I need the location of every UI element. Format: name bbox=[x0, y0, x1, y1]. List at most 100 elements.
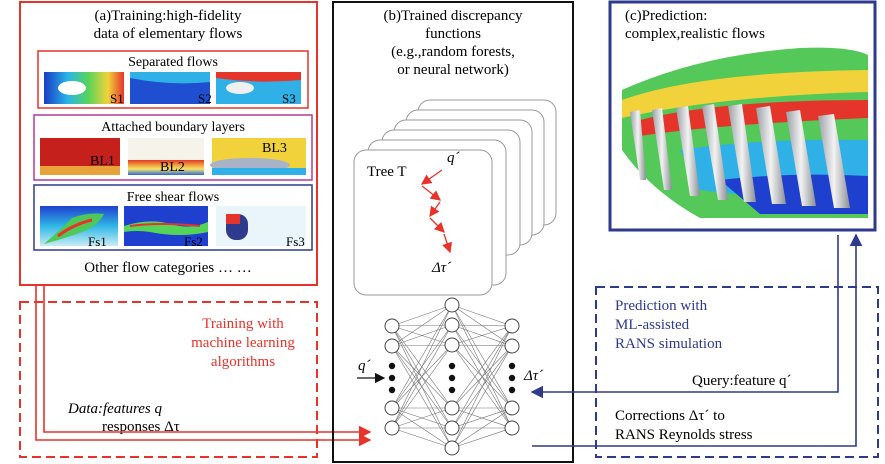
panel-a: (a)Training:high-fidelity data of elemen… bbox=[19, 1, 318, 286]
nn-node bbox=[384, 338, 400, 354]
panel-b-title-4: or neural network) bbox=[397, 62, 509, 78]
attached-label-3: BL3 bbox=[262, 141, 287, 156]
nn-node bbox=[444, 400, 460, 416]
separated-flow-images bbox=[44, 72, 301, 104]
panel-c-title-2: complex,realistic flows bbox=[625, 26, 765, 42]
panel-c: (c)Prediction: complex,realistic flows bbox=[608, 0, 877, 232]
free-shear-label-3: Fs3 bbox=[286, 234, 305, 249]
tree-card-front bbox=[353, 149, 493, 296]
nn-input-label: q´ bbox=[358, 358, 372, 374]
attached-label-2: BL2 bbox=[160, 160, 185, 175]
nn-edge bbox=[451, 304, 513, 409]
nn-ellipsis-dot bbox=[448, 362, 456, 370]
tree-output-label: Δτ´ bbox=[431, 260, 452, 276]
nn-edge bbox=[451, 325, 513, 429]
nn-edge bbox=[391, 304, 453, 429]
prediction-text-3: RANS simulation bbox=[615, 336, 723, 352]
nn-edge bbox=[451, 407, 513, 449]
nn-ellipsis-dot bbox=[448, 386, 456, 394]
neural-network bbox=[384, 297, 520, 456]
nn-edge bbox=[451, 325, 513, 409]
panel-b: (b)Trained discrepancy functions (e.g.,r… bbox=[332, 1, 574, 463]
panel-c-title-1: (c)Prediction: bbox=[625, 8, 707, 24]
nn-edge bbox=[451, 325, 513, 346]
prediction-box: Prediction with ML-assisted RANS simulat… bbox=[595, 286, 879, 458]
training-box-frame bbox=[19, 301, 318, 458]
training-data-features: Data:features q bbox=[67, 401, 163, 417]
nn-edge bbox=[391, 324, 453, 347]
prediction-query: Query:feature q´ bbox=[692, 373, 792, 389]
prediction-corrections-2: RANS Reynolds stress bbox=[615, 427, 753, 443]
nn-edge bbox=[451, 304, 513, 327]
training-arrows bbox=[35, 285, 372, 447]
nn-edge bbox=[451, 407, 513, 429]
nn-node bbox=[504, 420, 520, 436]
nn-ellipsis-dot bbox=[508, 386, 516, 394]
nn-node bbox=[384, 400, 400, 416]
separated-label-2: S2 bbox=[198, 91, 212, 106]
nn-node bbox=[444, 337, 460, 353]
training-text-2: machine learning bbox=[191, 335, 295, 351]
nn-edge bbox=[391, 344, 453, 347]
nn-ellipsis-dot bbox=[388, 362, 396, 370]
nn-node bbox=[504, 338, 520, 354]
panel-a-frame bbox=[19, 1, 318, 286]
attached-layers-box bbox=[33, 114, 313, 181]
free-shear-images bbox=[40, 206, 306, 246]
attached-label-1: BL1 bbox=[90, 154, 115, 169]
panel-b-frame bbox=[332, 1, 574, 463]
free-shear-box bbox=[33, 184, 313, 251]
prediction-text-1: Prediction with bbox=[615, 298, 708, 314]
panel-c-frame bbox=[608, 0, 877, 232]
nn-node bbox=[504, 318, 520, 334]
turbine-cascade-image bbox=[622, 47, 868, 218]
nn-node bbox=[384, 420, 400, 436]
nn-edge bbox=[451, 427, 513, 449]
attached-layer-images bbox=[40, 138, 306, 175]
random-forest-stack bbox=[353, 99, 557, 296]
prediction-corrections-1: Corrections Δτ´ to bbox=[615, 408, 725, 424]
nn-edge bbox=[391, 304, 453, 327]
training-box: Training with machine learning algorithm… bbox=[19, 301, 318, 458]
separated-label-1: S1 bbox=[110, 91, 124, 106]
training-data-responses: responses Δτ bbox=[102, 419, 180, 435]
nn-edge bbox=[391, 345, 453, 449]
nn-node bbox=[444, 440, 460, 456]
nn-edge bbox=[391, 427, 453, 449]
nn-edge bbox=[451, 325, 513, 449]
nn-node bbox=[444, 420, 460, 436]
free-shear-title: Free shear flows bbox=[127, 190, 220, 205]
nn-ellipsis-dot bbox=[388, 386, 396, 394]
nn-edge bbox=[451, 344, 513, 347]
nn-edge bbox=[451, 324, 513, 327]
tree-path bbox=[420, 169, 453, 254]
nn-edge bbox=[391, 304, 453, 409]
nn-edge bbox=[391, 304, 453, 347]
nn-edge bbox=[391, 324, 453, 429]
nn-ellipsis-dot bbox=[508, 362, 516, 370]
nn-output-label: Δτ´ bbox=[523, 368, 544, 384]
free-shear-label-1: Fs1 bbox=[88, 234, 107, 249]
nn-ellipsis-dot bbox=[388, 374, 396, 382]
prediction-text-2: ML-assisted bbox=[615, 317, 690, 333]
nn-edge bbox=[391, 344, 453, 429]
free-shear-label-2: Fs2 bbox=[184, 234, 203, 249]
prediction-arrows bbox=[530, 233, 863, 447]
nn-node bbox=[384, 318, 400, 334]
tree-label: Tree T bbox=[367, 164, 407, 180]
tree-input-label: q´ bbox=[447, 150, 461, 166]
panel-b-title-3: (e.g.,random forests, bbox=[391, 44, 515, 60]
panel-a-title-1: (a)Training:high-fidelity bbox=[95, 8, 242, 24]
separated-label-3: S3 bbox=[282, 91, 296, 106]
prediction-box-frame bbox=[595, 286, 879, 458]
nn-node bbox=[444, 317, 460, 333]
panel-b-title-2: functions bbox=[425, 26, 481, 42]
nn-edge bbox=[451, 345, 513, 449]
nn-ellipsis-dot bbox=[508, 374, 516, 382]
attached-layers-title: Attached boundary layers bbox=[101, 120, 245, 135]
nn-ellipsis-dot bbox=[448, 374, 456, 382]
nn-node bbox=[444, 297, 460, 313]
nn-edge bbox=[391, 407, 453, 429]
training-text-1: Training with bbox=[202, 316, 284, 332]
